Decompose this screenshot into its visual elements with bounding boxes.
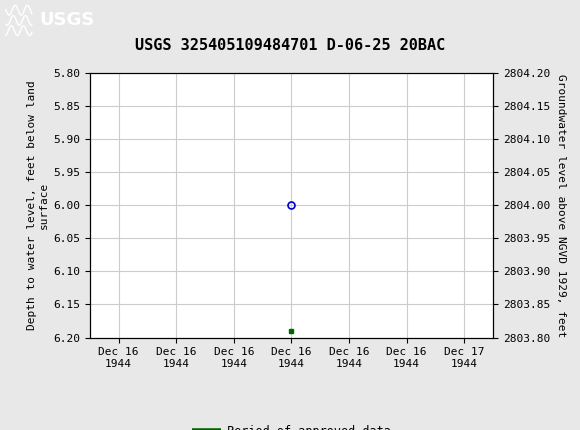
Y-axis label: Groundwater level above NGVD 1929, feet: Groundwater level above NGVD 1929, feet bbox=[556, 74, 566, 337]
Legend: Period of approved data: Period of approved data bbox=[187, 420, 396, 430]
Text: USGS 325405109484701 D-06-25 20BAC: USGS 325405109484701 D-06-25 20BAC bbox=[135, 38, 445, 52]
Text: USGS: USGS bbox=[39, 12, 95, 29]
Y-axis label: Depth to water level, feet below land
surface: Depth to water level, feet below land su… bbox=[27, 80, 49, 330]
